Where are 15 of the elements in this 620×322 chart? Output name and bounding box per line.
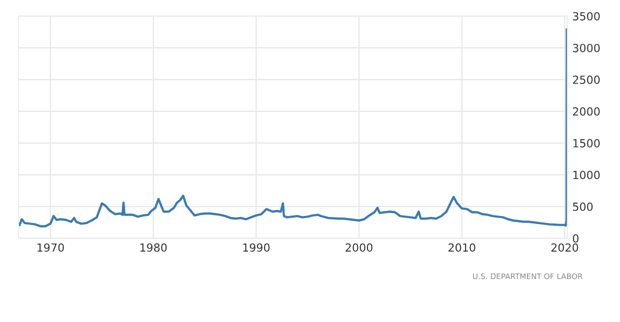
y-tick-label: 1500 [573, 139, 600, 148]
y-tick-label: 3000 [573, 44, 600, 52]
x-tick-label: 2020 [551, 243, 578, 252]
line-series [18, 28, 568, 228]
y-tick-label: 3500 [573, 12, 600, 20]
x-tick-label: 2010 [448, 243, 476, 252]
y-tick-label: 500 [573, 202, 593, 211]
x-tick-label: 2000 [346, 243, 372, 252]
y-tick-label: 2000 [572, 107, 600, 116]
y-tick-label: 1000 [573, 170, 600, 180]
x-tick-label: 1990 [243, 243, 270, 252]
x-tick-label: 1980 [140, 243, 167, 252]
y-tick-label: 2500 [572, 76, 600, 84]
x-tick-label: 1970 [38, 243, 64, 252]
y-tick-label: 0 [572, 234, 578, 243]
